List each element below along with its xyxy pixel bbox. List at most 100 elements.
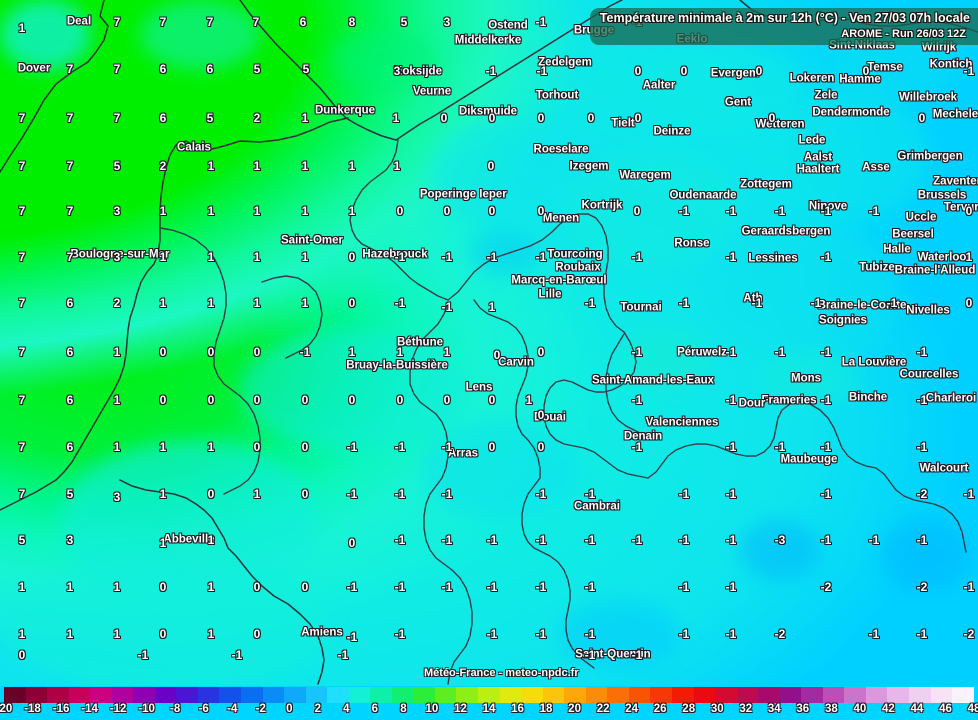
city-label: Temse xyxy=(867,61,903,74)
color-scale-swatch xyxy=(262,687,285,703)
color-scale-swatch xyxy=(284,687,306,703)
temperature-value: 1 xyxy=(113,440,121,454)
temperature-value: 1 xyxy=(207,204,215,218)
city-label: Halle xyxy=(883,243,911,256)
temperature-value: 0 xyxy=(159,393,167,407)
temperature-value: 1 xyxy=(488,300,496,314)
color-scale-swatch xyxy=(241,687,263,703)
temperature-value: -1 xyxy=(299,345,311,359)
temperature-value: -2 xyxy=(774,627,786,641)
temperature-value: -1 xyxy=(536,64,548,78)
color-scale-swatch xyxy=(844,687,866,703)
temperature-value: -1 xyxy=(725,533,737,547)
city-label: Geraardsbergen xyxy=(741,225,831,238)
city-label: Bruay-la-Buissière xyxy=(346,359,448,372)
color-scale-swatch xyxy=(542,687,565,703)
temperature-value: 6 xyxy=(159,62,167,76)
temperature-value: 1 xyxy=(348,159,356,173)
color-scale-swatch xyxy=(25,687,48,703)
temperature-value: -1 xyxy=(725,440,737,454)
city-label: Zedelgem xyxy=(538,56,592,69)
color-scale-swatch xyxy=(197,687,220,703)
temperature-value: -1 xyxy=(346,630,358,644)
temperature-value: 6 xyxy=(299,15,307,29)
temperature-value: 7 xyxy=(18,393,26,407)
temperature-value: 5 xyxy=(400,15,408,29)
temperature-value: -1 xyxy=(486,627,498,641)
temperature-value: -1 xyxy=(441,533,453,547)
temperature-value: -1 xyxy=(441,300,453,314)
temperature-value: -1 xyxy=(584,580,596,594)
temperature-value: 1 xyxy=(207,580,215,594)
temperature-value: 1 xyxy=(159,440,167,454)
map-title: Température minimale à 2m sur 12h (°C) -… xyxy=(599,11,970,25)
temperature-value: 1 xyxy=(392,111,400,125)
temperature-map[interactable]: Deal Dover Calais Boulogne-sur-Mer Dunkerque… xyxy=(0,0,978,686)
city-label: Beersel xyxy=(892,228,934,241)
temperature-value: 0 xyxy=(159,627,167,641)
temperature-value: -1 xyxy=(535,15,547,29)
city-label: Hazebrouck xyxy=(362,248,428,261)
temperature-value: -1 xyxy=(774,440,786,454)
temperature-value: -1 xyxy=(631,440,643,454)
somme-bay-coast xyxy=(119,479,229,549)
temperature-value: 7 xyxy=(66,250,74,264)
city-label: Tournai xyxy=(620,301,662,314)
color-scale-swatch xyxy=(434,687,457,703)
color-scale-swatch xyxy=(822,687,845,703)
temperature-value: 7 xyxy=(252,15,260,29)
city-label: Lede xyxy=(798,134,826,147)
temperature-value: 7 xyxy=(66,159,74,173)
temperature-value: 1 xyxy=(113,580,121,594)
temperature-value: -1 xyxy=(678,487,690,501)
city-label: Deal xyxy=(66,15,92,28)
temperature-value: -1 xyxy=(868,627,880,641)
temperature-value: -1 xyxy=(535,627,547,641)
color-scale-tick-label: -12 xyxy=(109,703,127,715)
temperature-value: -1 xyxy=(820,440,832,454)
temperature-value: 0 xyxy=(488,440,496,454)
belgium-border-tournai xyxy=(543,331,649,479)
temperature-value: -1 xyxy=(231,648,243,662)
color-scale[interactable]: -20-18-16-14-12-10-8-6-4-202468101214161… xyxy=(0,686,978,720)
temperature-value: -1 xyxy=(584,648,596,662)
temperature-value: -1 xyxy=(584,533,596,547)
temperature-value: 7 xyxy=(18,159,26,173)
temperature-value: -1 xyxy=(725,345,737,359)
city-label: Grimbergen xyxy=(897,150,963,163)
color-scale-tick-label: -20 xyxy=(0,703,13,715)
temperature-value: 1 xyxy=(18,21,26,35)
temperature-value: 0 xyxy=(493,348,501,362)
temperature-value: -1 xyxy=(725,627,737,641)
temperature-value: -1 xyxy=(678,533,690,547)
temperature-value: -1 xyxy=(963,64,975,78)
temperature-value: 0 xyxy=(207,487,215,501)
city-label: Diksmuide xyxy=(458,105,518,118)
temperature-value: 5 xyxy=(113,159,121,173)
temperature-value: -1 xyxy=(394,580,406,594)
french-departement-border-1 xyxy=(409,301,473,685)
city-label: Poperinge xyxy=(419,188,477,201)
temperature-value: 1 xyxy=(159,204,167,218)
city-label: Tielt xyxy=(611,117,635,130)
color-scale-swatch xyxy=(47,687,69,703)
temperature-value: -1 xyxy=(820,393,832,407)
city-label: Lille xyxy=(538,288,562,301)
temperature-value: 1 xyxy=(301,204,309,218)
temperature-value: 0 xyxy=(537,345,545,359)
temperature-value: 7 xyxy=(18,204,26,218)
color-scale-swatch xyxy=(628,687,651,703)
temperature-value: 0 xyxy=(965,296,973,310)
belgium-border-lille xyxy=(447,213,625,333)
color-scale-swatch xyxy=(930,687,953,703)
temperature-value: -1 xyxy=(820,204,832,218)
temperature-value: 0 xyxy=(348,536,356,550)
belgium-border-maubeuge xyxy=(647,401,877,479)
color-scale-tick-label: 34 xyxy=(767,703,781,715)
temperature-value: -1 xyxy=(820,487,832,501)
color-scale-tick-label: 40 xyxy=(853,703,867,715)
city-label: Ostend xyxy=(488,19,528,32)
city-label: Péruwelz xyxy=(677,346,727,359)
city-label: Koksijde xyxy=(394,65,442,78)
